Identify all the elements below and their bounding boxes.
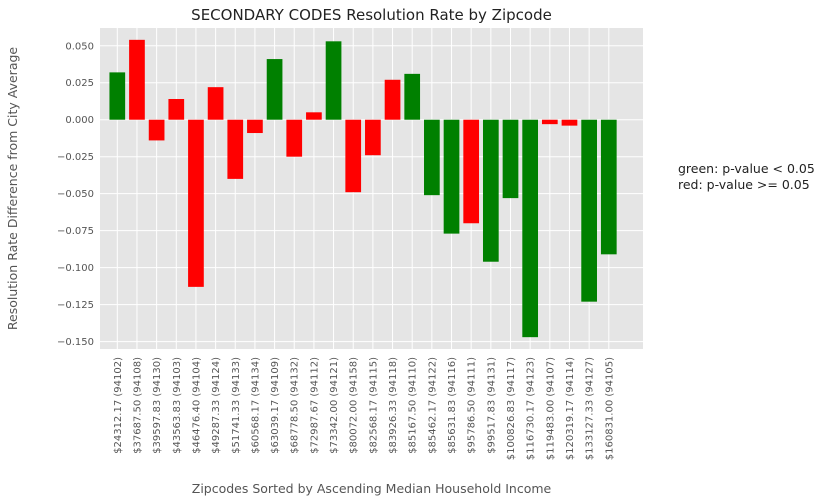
x-tick-label: $160831.00 (94105): [604, 357, 615, 460]
significance-legend: green: p-value < 0.05 red: p-value >= 0.…: [678, 161, 815, 193]
bar: [148, 119, 165, 141]
x-tick-label: $43563.83 (94103): [172, 357, 183, 454]
bar: [581, 119, 597, 302]
bar: [482, 119, 499, 262]
bar: [306, 112, 322, 120]
bar: [207, 87, 224, 120]
bar: [561, 119, 578, 126]
bar: [109, 72, 126, 120]
x-tick-label: $51741.33 (94133): [231, 357, 242, 454]
y-tick-label: −0.100: [57, 263, 94, 274]
y-tick-label: −0.075: [57, 226, 94, 237]
x-tick-label: $60568.17 (94134): [250, 357, 261, 454]
bar: [365, 119, 381, 156]
bar: [522, 119, 539, 338]
bar: [541, 119, 558, 125]
bar: [266, 59, 283, 120]
x-tick-label: $120319.17 (94114): [565, 357, 576, 460]
y-tick-label: 0.025: [65, 78, 94, 89]
y-tick-label: −0.050: [57, 189, 94, 200]
x-tick-label: $85167.50 (94110): [408, 357, 419, 454]
x-tick-label: $85631.83 (94116): [447, 357, 458, 454]
x-tick-label: $83926.33 (94118): [388, 357, 399, 454]
x-tick-label: $133127.33 (94127): [585, 357, 596, 460]
x-tick-label: $85462.17 (94122): [427, 357, 438, 454]
x-tick-label: $95786.50 (94111): [467, 357, 478, 454]
x-tick-label: $99517.83 (94131): [486, 357, 497, 454]
bar: [502, 119, 519, 199]
bar: [443, 119, 460, 234]
bar: [188, 119, 204, 287]
y-tick-label: 0.050: [65, 41, 94, 52]
bars: [109, 39, 617, 338]
bar: [463, 119, 480, 224]
chart-title: SECONDARY CODES Resolution Rate by Zipco…: [191, 6, 552, 24]
bar: [404, 73, 421, 120]
bar: [227, 119, 244, 179]
bar: [424, 119, 440, 196]
legend-green-note: green: p-value < 0.05: [678, 161, 815, 176]
y-tick-label: 0.000: [65, 115, 94, 126]
bar: [600, 119, 617, 255]
bar: [384, 79, 401, 120]
x-tick-label: $24312.17 (94102): [113, 357, 124, 454]
bar: [247, 119, 263, 134]
y-tick-label: −0.025: [57, 152, 94, 163]
x-tick-label: $63039.17 (94109): [270, 357, 281, 454]
y-axis-ticks: 0.050 0.025 0.000 −0.025 −0.050 −0.075 −0.100 −…: [57, 41, 94, 348]
bar: [345, 119, 362, 193]
y-tick-label: −0.150: [57, 337, 94, 348]
y-tick-label: −0.125: [57, 300, 94, 311]
bar: [168, 99, 185, 120]
x-tick-label: $72987.67 (94112): [309, 357, 320, 454]
x-tick-label: $82568.17 (94115): [368, 357, 379, 454]
x-tick-label: $100826.83 (94117): [506, 357, 517, 460]
bar: [325, 41, 342, 120]
x-axis-ticks: $24312.17 (94102) $37687.50 (94108) $39597…: [113, 357, 615, 460]
bar: [286, 119, 303, 157]
x-tick-label: $73342.00 (94121): [329, 357, 340, 454]
plot-area: [100, 28, 643, 349]
x-tick-label: $39597.83 (94130): [152, 357, 163, 454]
x-tick-label: $49287.33 (94124): [211, 357, 222, 454]
x-tick-label: $37687.50 (94108): [132, 357, 143, 454]
x-tick-label: $46476.40 (94104): [191, 357, 202, 454]
y-axis-label: Resolution Rate Difference from City Ave…: [5, 47, 20, 331]
x-tick-label: $68778.50 (94132): [290, 357, 301, 454]
x-axis-label: Zipcodes Sorted by Ascending Median Hous…: [192, 481, 552, 496]
legend-red-note: red: p-value >= 0.05: [678, 177, 810, 192]
x-tick-label: $119483.00 (94107): [545, 357, 556, 460]
x-tick-label: $116730.17 (94123): [526, 357, 537, 460]
x-tick-label: $80072.00 (94158): [349, 357, 360, 454]
bar: [129, 39, 145, 120]
